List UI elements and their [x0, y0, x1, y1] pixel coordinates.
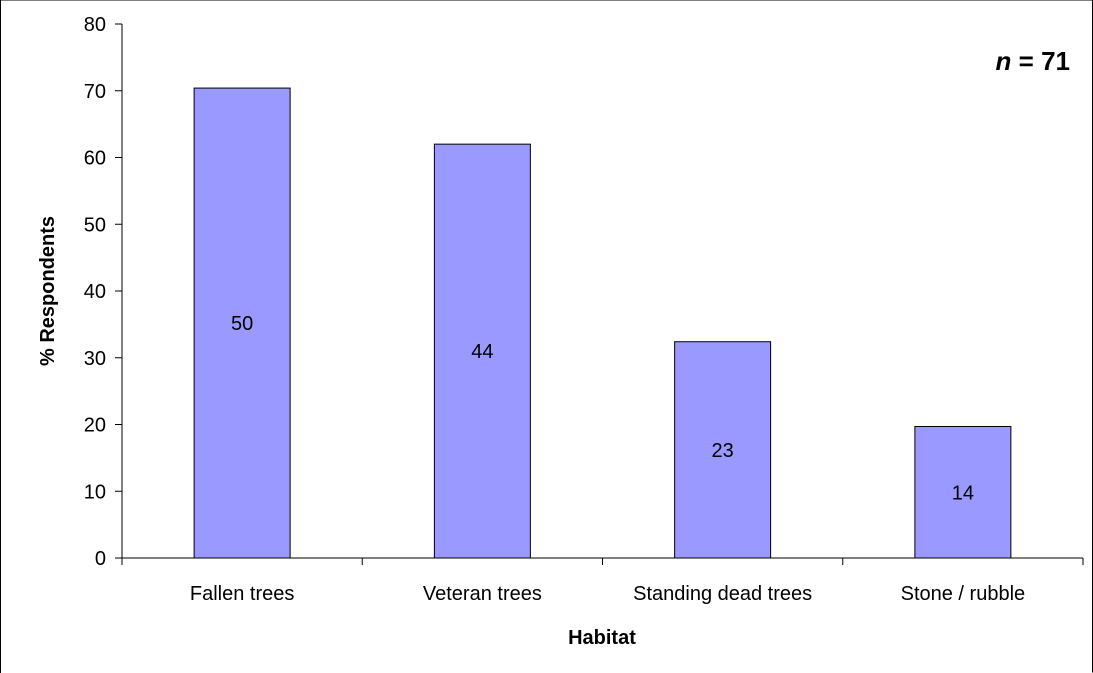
x-tick-label: Standing dead trees — [633, 583, 812, 605]
x-axis-title: Habitat — [568, 627, 636, 649]
bar-veteran-trees — [433, 143, 531, 559]
x-tick-label: Stone / rubble — [901, 583, 1026, 605]
y-tick-label: 30 — [84, 348, 106, 370]
y-tick-label: 80 — [84, 14, 106, 36]
x-axis: Fallen trees Veteran trees Standing dead t… — [121, 557, 1084, 605]
x-tick-label: Fallen trees — [190, 583, 295, 605]
x-tick-label: Veteran trees — [423, 583, 542, 605]
bar-stone-rubble — [914, 426, 1012, 559]
y-axis: 0 10 20 30 40 50 60 70 80 — [84, 14, 123, 570]
y-axis-title: % Respondents — [37, 216, 59, 366]
bars-group — [193, 87, 1012, 559]
y-tick-label: 0 — [95, 548, 106, 570]
y-tick-label: 60 — [84, 148, 106, 170]
data-label: 50 — [231, 313, 253, 335]
data-label: 23 — [712, 440, 734, 462]
y-tick-label: 70 — [84, 81, 106, 103]
y-tick-label: 10 — [84, 481, 106, 503]
sample-size-value: = 71 — [1011, 46, 1070, 76]
data-label: 14 — [952, 482, 974, 504]
y-tick-label: 40 — [84, 281, 106, 303]
y-tick-label: 50 — [84, 214, 106, 236]
sample-size-n: n — [996, 46, 1012, 76]
y-tick-label: 20 — [84, 415, 106, 437]
data-label: 44 — [471, 341, 493, 363]
data-labels-group: 50 44 23 14 — [231, 313, 974, 504]
sample-size-annotation: n = 71 — [996, 46, 1070, 76]
